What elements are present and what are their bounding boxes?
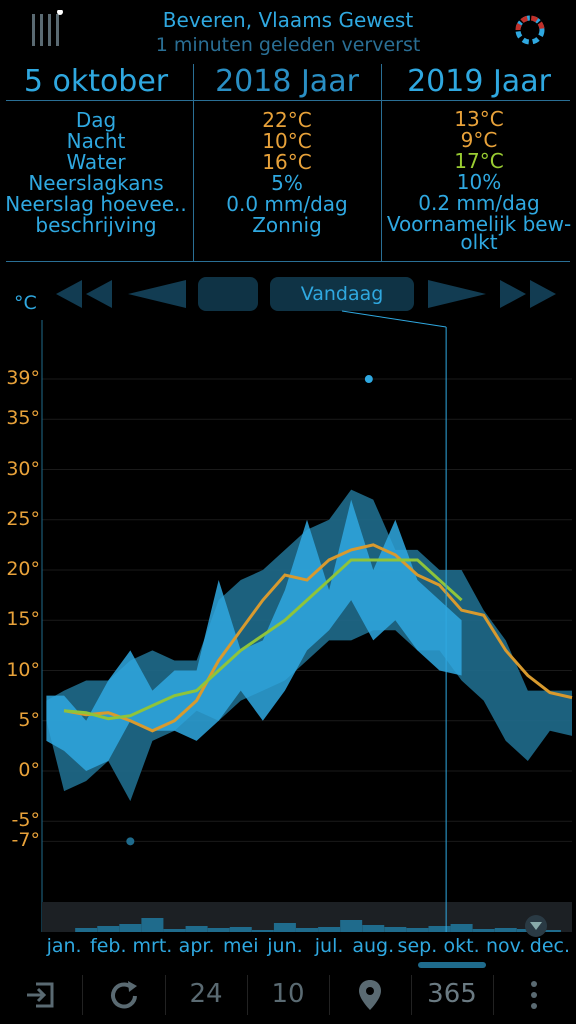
year-2018-header: 2018 Jaar xyxy=(215,64,359,99)
location-title[interactable]: Beveren, Vlaams Gewest xyxy=(162,8,414,32)
x-tick-label: nov. xyxy=(486,935,526,957)
rewind-icon[interactable] xyxy=(126,278,188,310)
precipitation-bar xyxy=(362,925,385,932)
row-label: Water xyxy=(66,150,126,174)
precipitation-bar xyxy=(251,930,274,932)
row-label: Neerslagkans xyxy=(28,171,164,195)
x-tick-label: mrt. xyxy=(132,935,173,957)
precipitation-bar xyxy=(384,927,407,932)
refresh-status: 1 minuten geleden ververst xyxy=(155,34,421,56)
precipitation-bar xyxy=(97,926,120,932)
table-col-divider xyxy=(381,64,382,262)
forward-icon[interactable] xyxy=(426,278,488,310)
y-tick-label: 35° xyxy=(6,407,40,430)
precipitation-bar xyxy=(472,929,495,932)
precipitation-bar xyxy=(141,918,164,932)
x-tick-label: jun. xyxy=(267,935,303,957)
precipitation-bar xyxy=(185,926,208,932)
10-days-tab[interactable]: 10 xyxy=(271,979,305,1009)
y-tick-label: 30° xyxy=(6,457,40,480)
y-tick-label: 15° xyxy=(6,608,40,631)
unit-label: °C xyxy=(14,292,37,314)
row-label: Dag xyxy=(75,108,117,132)
precipitation-bar xyxy=(450,924,473,932)
exit-icon[interactable] xyxy=(24,978,58,1012)
x-tick-label: dec. xyxy=(529,935,571,957)
y-tick-label: 5° xyxy=(18,708,40,731)
precipitation-bar xyxy=(538,930,561,932)
year-range-area xyxy=(46,499,462,771)
more-options-icon[interactable] xyxy=(524,978,544,1012)
previous-year-button[interactable] xyxy=(198,277,258,311)
precipitation-bar xyxy=(428,926,451,932)
value-2019: 17°C xyxy=(454,149,504,173)
row-label: beschrijving xyxy=(35,213,157,237)
x-tick-label: mei xyxy=(223,935,259,957)
precipitation-bar xyxy=(119,924,142,932)
x-tick-label: jan. xyxy=(46,935,82,957)
value-2018: 10°C xyxy=(262,129,312,153)
today-button[interactable]: Vandaag xyxy=(270,277,414,311)
24-hours-tab[interactable]: 24 xyxy=(189,979,223,1009)
y-tick-label: 39° xyxy=(6,367,40,390)
precipitation-bar xyxy=(296,928,318,932)
average-line xyxy=(63,543,573,733)
row-label: Neerslag hoevee.. xyxy=(5,192,187,216)
y-tick-label: 0° xyxy=(18,759,40,781)
value-2019: 0.2 mm/dag xyxy=(418,191,540,215)
x-tick-label: aug. xyxy=(352,935,395,957)
rewind-fast-icon[interactable] xyxy=(52,278,116,310)
x-tick-label: okt. xyxy=(443,935,480,957)
y-tick-label: 20° xyxy=(6,558,40,580)
365-days-tab[interactable]: 365 xyxy=(427,979,477,1009)
precipitation-bar xyxy=(163,929,186,932)
y-tick-label: 25° xyxy=(6,507,40,530)
table-bottom-divider xyxy=(6,261,570,262)
selected-date[interactable]: 5 oktober xyxy=(23,64,169,99)
y-tick-label: 10° xyxy=(6,658,40,681)
precipitation-bar xyxy=(273,923,296,932)
x-tick-label: jul. xyxy=(314,935,344,957)
record-low-point xyxy=(126,837,135,846)
forward-fast-icon[interactable] xyxy=(496,278,560,310)
y-tick-label: -5° xyxy=(11,809,40,832)
today-marker-connector xyxy=(341,310,447,328)
precipitation-bar xyxy=(340,920,363,932)
value-2019: 13°C xyxy=(454,107,504,131)
precipitation-bar xyxy=(494,928,517,932)
precipitation-bar xyxy=(207,928,230,932)
precipitation-bar xyxy=(229,927,252,932)
value-2019: 9°C xyxy=(460,128,498,152)
bottom-toolbar xyxy=(0,965,576,1024)
chevron-down-icon xyxy=(530,922,542,930)
value-2018: 0.0 mm/dag xyxy=(226,192,348,216)
table-top-divider xyxy=(6,100,570,101)
value-2018: Zonnig xyxy=(252,213,322,237)
temperature-chart[interactable] xyxy=(0,0,576,965)
value-2018: 5% xyxy=(271,171,303,195)
year-2019-header: 2019 Jaar xyxy=(407,64,551,99)
x-tick-label: feb. xyxy=(90,935,127,957)
location-pin-icon[interactable] xyxy=(356,978,384,1012)
refresh-icon[interactable] xyxy=(106,978,142,1014)
settings-gear-icon[interactable] xyxy=(510,10,550,50)
menu-icon[interactable] xyxy=(30,10,66,50)
value-2018: 22°C xyxy=(262,108,312,132)
row-label: Nacht xyxy=(66,129,126,153)
active-tab-indicator xyxy=(418,962,486,968)
precipitation-bar xyxy=(75,928,98,932)
water-temp-line xyxy=(63,558,463,721)
precipitation-bar xyxy=(406,928,429,932)
x-tick-label: apr. xyxy=(178,935,215,957)
record-high-point xyxy=(364,375,373,384)
precipitation-bar xyxy=(318,927,341,932)
y-tick-label: -7° xyxy=(11,829,40,852)
value-2018: 16°C xyxy=(262,150,312,174)
value-2019: Voornamelijk bew- olkt xyxy=(386,212,572,254)
value-2019: 10% xyxy=(456,170,502,194)
table-col-divider xyxy=(193,64,194,262)
x-tick-label: sep. xyxy=(397,935,438,957)
